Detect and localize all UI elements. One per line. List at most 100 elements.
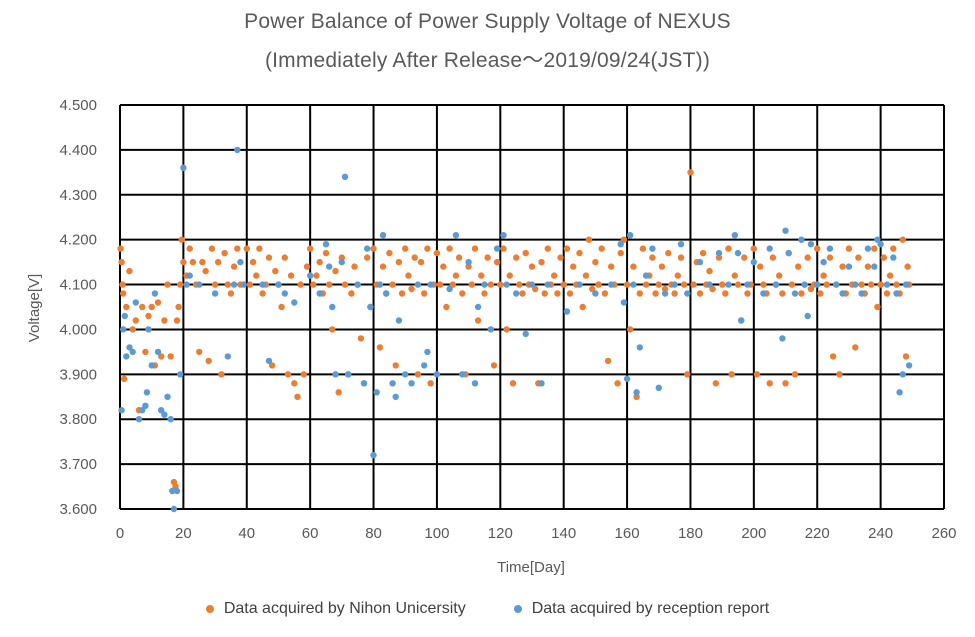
nihon-point — [836, 371, 843, 378]
nihon-point — [874, 303, 881, 311]
reception-point — [196, 281, 203, 288]
nihon-point — [493, 258, 501, 266]
nihon-point — [516, 281, 523, 288]
nihon-point — [268, 362, 276, 369]
nihon-point — [541, 290, 548, 297]
reception-point — [791, 290, 799, 297]
nihon-point — [449, 281, 456, 288]
reception-point — [779, 335, 786, 342]
nihon-point — [566, 290, 574, 297]
reception-point — [617, 241, 624, 248]
reception-point — [143, 389, 151, 396]
nihon-point — [532, 285, 539, 293]
reception-point — [234, 146, 241, 154]
nihon-point — [148, 303, 155, 311]
nihon-point — [604, 357, 612, 365]
reception-point — [265, 357, 273, 365]
nihon-point — [497, 281, 504, 288]
reception-point — [170, 505, 178, 513]
nihon-point — [154, 299, 162, 306]
reception-point — [474, 303, 482, 311]
nihon-point — [699, 249, 707, 257]
nihon-point — [177, 281, 184, 288]
reception-point — [814, 281, 821, 288]
nihon-point — [592, 258, 599, 266]
nihon-point — [883, 290, 891, 297]
nihon-point — [199, 258, 206, 266]
nihon-point — [291, 380, 298, 387]
nihon-point — [202, 267, 209, 275]
nihon-point — [858, 281, 865, 288]
nihon-point — [310, 281, 317, 288]
reception-point — [528, 281, 536, 288]
reception-point — [177, 371, 184, 378]
nihon-point — [215, 258, 222, 266]
reception-point — [148, 362, 155, 369]
nihon-point — [300, 371, 307, 378]
reception-point — [782, 227, 789, 234]
reception-point — [433, 371, 441, 378]
nihon-point — [817, 290, 824, 297]
nihon-point — [814, 245, 821, 252]
nihon-point — [139, 303, 146, 311]
nihon-point — [855, 254, 862, 261]
legend-marker-reception — [513, 605, 522, 613]
reception-point — [158, 407, 165, 414]
reception-point — [169, 487, 176, 495]
nihon-point — [440, 263, 447, 270]
nihon-point — [731, 272, 738, 279]
reception-point — [500, 232, 507, 239]
nihon-point — [281, 254, 288, 261]
nihon-point — [297, 281, 304, 288]
nihon-point — [322, 249, 330, 257]
reception-point — [459, 371, 466, 378]
nihon-point — [175, 303, 182, 311]
nihon-point — [433, 249, 441, 257]
nihon-point — [864, 263, 872, 270]
reception-point — [766, 245, 773, 252]
nihon-point — [617, 249, 624, 257]
y-tick-labels: 3.600 3.700 3.800 3.900 4.000 4.100 4.200 4.300… — [59, 97, 97, 518]
reception-point — [893, 290, 900, 297]
nihon-point — [186, 245, 193, 252]
reception-point — [715, 249, 723, 257]
nihon-point — [243, 245, 250, 252]
nihon-point — [411, 254, 418, 261]
reception-point — [633, 389, 640, 396]
x-axis-label: Time[Day] — [497, 559, 565, 576]
reception-point — [471, 380, 479, 387]
nihon-point — [424, 245, 431, 252]
reception-point — [481, 281, 488, 288]
nihon-point — [684, 371, 691, 378]
nihon-point — [880, 254, 887, 261]
nihon-point — [823, 281, 830, 288]
reception-point — [230, 281, 238, 288]
nihon-point — [807, 285, 815, 293]
reception-point — [370, 451, 377, 459]
reception-point — [161, 411, 168, 418]
reception-point — [259, 281, 266, 288]
nihon-point — [459, 290, 466, 297]
nihon-point — [899, 236, 906, 243]
nihon-point — [734, 281, 742, 288]
reception-point — [379, 232, 387, 239]
nihon-point — [582, 272, 590, 279]
nihon-point — [661, 285, 669, 293]
nihon-point — [196, 348, 203, 356]
nihon-point — [414, 371, 422, 378]
nihon-point — [769, 254, 777, 261]
nihon-point — [173, 317, 181, 324]
nihon-point — [563, 245, 571, 252]
x-tick-label: 0 — [116, 525, 124, 542]
grid-lines — [119, 104, 945, 510]
series-reception — [118, 146, 913, 513]
nihon-point — [348, 290, 355, 297]
nihon-point — [706, 267, 713, 275]
nihon-point — [253, 272, 260, 279]
x-tick-label: 200 — [741, 525, 766, 542]
nihon-point — [376, 344, 384, 351]
reception-point — [563, 308, 571, 315]
nihon-point — [189, 258, 197, 266]
reception-point — [307, 272, 314, 279]
